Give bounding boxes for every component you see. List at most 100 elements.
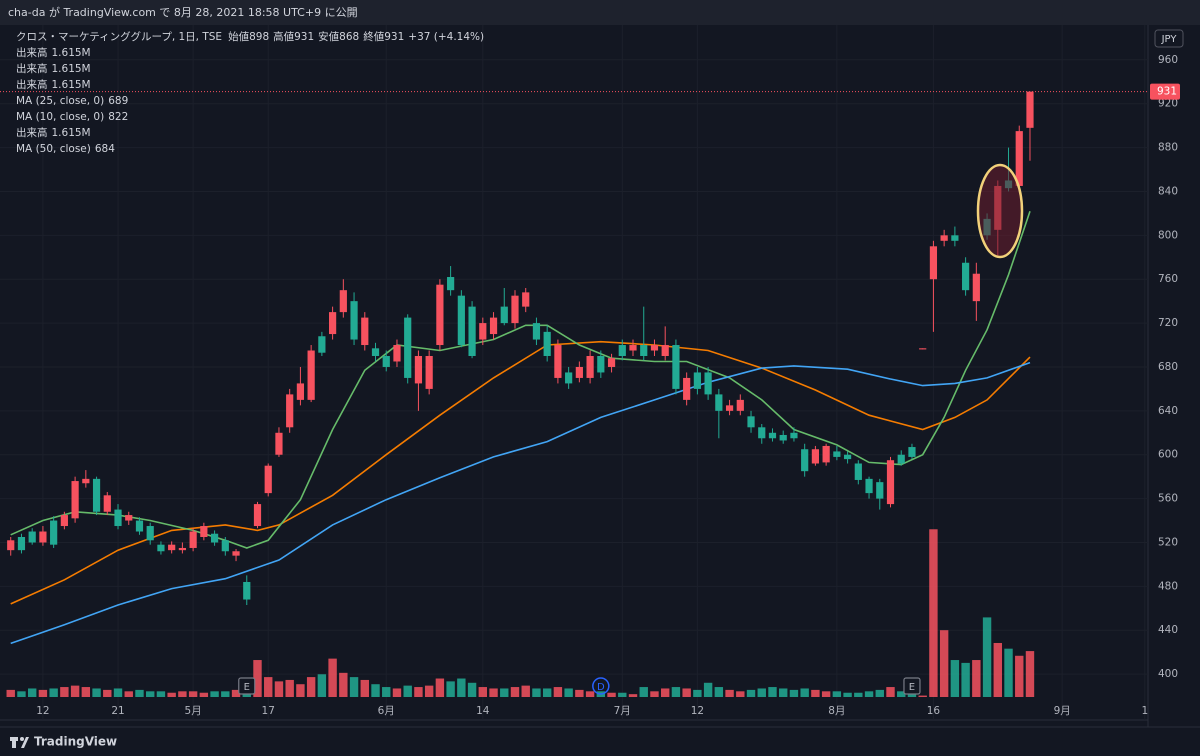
candle-body [951,235,959,241]
candle-body [511,295,519,324]
volume-bar [17,691,26,697]
y-tick-label: 640 [1158,405,1178,417]
event-label: E [909,682,915,693]
volume-bar [854,692,863,697]
candle-body [17,536,26,551]
x-tick-label: 5月 [185,705,202,717]
volume-bar [274,681,284,697]
candle-body [393,345,401,362]
volume-bar [843,692,852,697]
volume-bar [650,691,659,697]
candle-body [39,531,47,543]
candle-body [865,478,873,494]
symbol: クロス・マーケティンググループ, 1日, TSE [16,30,222,43]
y-tick-label: 960 [1158,54,1178,66]
candle-body [243,581,251,600]
ohlc-value: 898 [249,31,269,43]
volume-bar [435,678,445,697]
candle-body [543,331,551,356]
volume-bar [6,689,15,697]
x-tick-label: 6月 [378,705,395,717]
legend-value: 822 [108,111,128,123]
candle-body [157,544,165,552]
legend-value: 684 [95,143,115,155]
ohlc-name: 安値 [318,30,339,43]
candle-body [221,540,229,552]
ohlc-name: 終値 [363,30,384,43]
volume-bar [199,692,209,697]
candle-body [683,377,691,400]
candle-body [779,434,787,441]
volume-bar [918,695,927,697]
change: +37 (+4.14%) [408,31,484,43]
x-tick-label: 8月 [828,705,845,717]
candle-body [672,345,680,389]
volume-bar [339,672,348,697]
candle-body [640,345,648,356]
ohlc-name: 高値 [273,30,294,43]
candle-body [618,345,626,356]
candle-body [908,447,916,457]
volume-bar [897,691,906,697]
candle-body [468,306,476,356]
candle-body [286,394,294,428]
candle-body [575,366,583,378]
candle-body [264,465,272,494]
candle-body [1015,131,1023,186]
candle-body [833,451,841,457]
volume-bar [264,677,273,697]
legend-name: 出来高 [16,62,48,75]
legend-name: MA (50, close) [16,143,91,155]
volume-bar [639,687,648,697]
x-tick-label: 14 [476,705,490,717]
volume-bar [521,685,530,697]
highlight-ellipse [976,163,1024,259]
candle-body [661,345,669,356]
candle-body [522,292,530,307]
volume-bar [146,691,155,697]
candle-body [50,520,58,545]
candle-body [876,482,884,499]
volume-bar [178,691,187,697]
y-tick-label: 720 [1158,317,1178,329]
candle-body [425,355,433,389]
x-tick-label: 16 [927,705,941,717]
legend-name: 出来高 [16,78,48,91]
candle-body [843,454,852,460]
volume-bar [210,691,219,697]
volume-bar [328,658,337,697]
candle-body [811,449,820,464]
volume-bar [886,687,895,697]
x-tick-label: 9月 [1054,705,1071,717]
last-price-label: 931 [1157,86,1177,98]
volume-bar [821,691,831,697]
candle-body [350,301,358,340]
candle-body [822,445,830,463]
candle-body [232,551,240,556]
candle-body [919,348,927,350]
x-tick-label: 21 [111,705,124,717]
volume-bar [371,684,380,697]
candle-body [1026,91,1034,128]
volume-bar [317,674,327,697]
candle-body [597,355,605,373]
legend-name: 出来高 [16,126,48,139]
y-tick-label: 800 [1158,229,1178,241]
candle-body [725,405,734,411]
candle-body [328,312,337,335]
currency: JPY [1161,34,1178,45]
volume-bar [789,689,799,697]
volume-bar [360,679,369,697]
volume-bar [92,688,101,697]
candle-body [607,358,616,367]
volume-bar [103,689,112,697]
candle-body [768,432,777,439]
candle-body [554,345,562,378]
candle-body [565,372,573,384]
candle-body [103,495,111,512]
volume-bar [510,687,520,697]
top-bar [0,0,1200,25]
candle-body [307,350,315,400]
candle-body [200,526,208,537]
y-tick-label: 680 [1158,361,1178,373]
